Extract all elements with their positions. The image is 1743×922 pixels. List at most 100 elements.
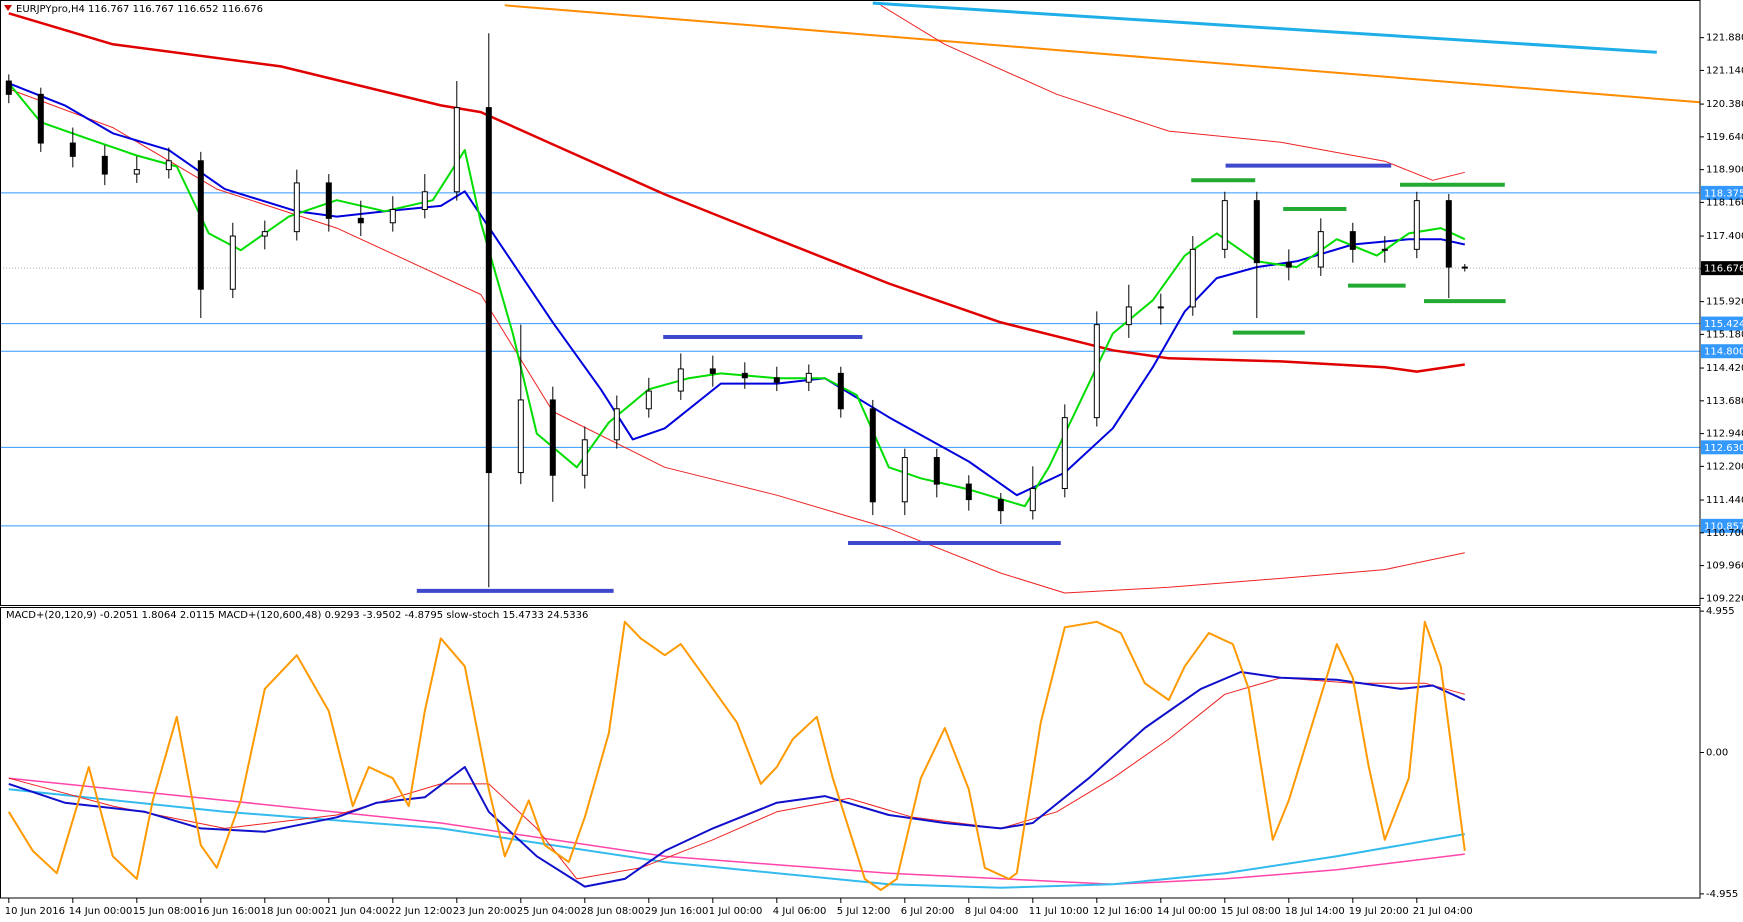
indicator-line bbox=[880, 4, 1465, 181]
y-tick-label: 4.955 bbox=[1706, 606, 1735, 617]
candle-body bbox=[549, 399, 556, 476]
x-tick-label: 11 Jul 10:00 bbox=[1029, 906, 1089, 917]
candle-body bbox=[709, 368, 716, 374]
indicator-plot bbox=[7, 620, 1466, 891]
x-tick-label: 29 Jun 16:00 bbox=[645, 906, 709, 917]
level-label: 118.375 bbox=[1704, 188, 1743, 199]
candle-body bbox=[517, 399, 524, 474]
y-tick-label: 109.220 bbox=[1706, 593, 1743, 604]
indicator-line bbox=[8, 671, 1466, 888]
y-tick-label: 115.180 bbox=[1706, 329, 1743, 340]
x-tick-label: 15 Jun 08:00 bbox=[133, 906, 197, 917]
candle-body bbox=[1093, 324, 1100, 419]
x-tick-label: 10 Jun 2016 bbox=[5, 906, 65, 917]
x-tick-label: 8 Jul 04:00 bbox=[965, 906, 1019, 917]
candle-body bbox=[69, 142, 76, 157]
candle-body bbox=[1285, 262, 1292, 268]
candle-body bbox=[1029, 488, 1036, 512]
candle-body bbox=[197, 160, 204, 290]
candle-body bbox=[773, 377, 780, 383]
x-tick-label: 1 Jul 00:00 bbox=[709, 906, 763, 917]
candle-body bbox=[965, 483, 972, 501]
candle-body bbox=[133, 169, 140, 175]
y-tick-label: 111.440 bbox=[1706, 495, 1743, 506]
candle-body bbox=[1125, 306, 1132, 326]
candle-body bbox=[1381, 248, 1388, 251]
level-label-box bbox=[1701, 185, 1743, 200]
candle-body bbox=[5, 80, 12, 95]
y-tick-label: 112.940 bbox=[1706, 429, 1743, 440]
x-tick-label: 18 Jul 14:00 bbox=[1285, 906, 1345, 917]
x-tick-label: 5 Jul 12:00 bbox=[837, 906, 891, 917]
y-tick-label: 115.920 bbox=[1706, 297, 1743, 308]
y-tick-label: 120.380 bbox=[1706, 99, 1743, 110]
x-tick-label: 16 Jun 16:00 bbox=[197, 906, 261, 917]
candle-body bbox=[261, 231, 268, 237]
candle-body bbox=[1221, 200, 1228, 250]
candle-body bbox=[581, 439, 588, 476]
x-tick-label: 25 Jun 04:00 bbox=[517, 906, 581, 917]
candle-body bbox=[645, 390, 652, 410]
candle-body bbox=[485, 107, 492, 474]
y-tick-label: -4.955 bbox=[1706, 889, 1738, 900]
y-tick-label: 119.640 bbox=[1706, 132, 1743, 143]
candle-body bbox=[933, 457, 940, 485]
x-tick-label: 6 Jul 20:00 bbox=[901, 906, 955, 917]
candle-body bbox=[997, 499, 1004, 512]
x-tick-label: 21 Jun 04:00 bbox=[325, 906, 389, 917]
y-tick-label: 0.00 bbox=[1706, 748, 1728, 759]
level-label: 110.857 bbox=[1704, 521, 1743, 532]
candle-body bbox=[421, 191, 428, 210]
candle-body bbox=[1317, 231, 1324, 268]
main-plot bbox=[0, 1, 1700, 594]
y-tick-label: 118.160 bbox=[1706, 197, 1743, 208]
candle-body bbox=[453, 107, 460, 193]
x-tick-label: 18 Jun 00:00 bbox=[261, 906, 325, 917]
trendline bbox=[872, 1, 1657, 54]
candle-body bbox=[293, 182, 300, 233]
candle-body bbox=[1461, 266, 1468, 269]
current-price-label: 116.676 bbox=[1704, 264, 1743, 275]
candle-body bbox=[741, 372, 748, 379]
level-label: 112.630 bbox=[1704, 443, 1743, 454]
candle-body bbox=[37, 93, 44, 144]
indicator-line bbox=[8, 788, 1465, 889]
candle-body bbox=[1157, 306, 1164, 309]
main-frame bbox=[0, 0, 1701, 606]
y-tick-label: 109.960 bbox=[1706, 561, 1743, 572]
x-tick-label: 14 Jul 00:00 bbox=[1157, 906, 1217, 917]
candle-body bbox=[1189, 248, 1196, 308]
x-tick-label: 4 Jul 06:00 bbox=[773, 906, 827, 917]
x-tick-label: 15 Jul 08:00 bbox=[1221, 906, 1281, 917]
indicator-line bbox=[7, 620, 1466, 891]
candle-body bbox=[1253, 200, 1260, 264]
y-tick-label: 114.420 bbox=[1706, 363, 1743, 374]
indicator-line bbox=[8, 12, 1465, 373]
indicator-line bbox=[8, 88, 1465, 594]
x-tick-label: 12 Jul 16:00 bbox=[1093, 906, 1153, 917]
candle-body bbox=[357, 217, 364, 224]
candle-body bbox=[229, 235, 236, 290]
candle-body bbox=[1413, 200, 1420, 250]
current-price-box bbox=[1701, 261, 1743, 276]
candle-body bbox=[901, 457, 908, 503]
y-tick-label: 117.400 bbox=[1706, 231, 1743, 242]
candle-body bbox=[101, 155, 108, 175]
y-tick-label: 118.900 bbox=[1706, 165, 1743, 176]
candle-body bbox=[837, 372, 844, 410]
candle-body bbox=[1061, 417, 1068, 490]
y-tick-label: 121.140 bbox=[1706, 65, 1743, 76]
candle-body bbox=[613, 408, 620, 441]
level-label-box bbox=[1701, 440, 1743, 455]
indicator-title: MACD+(20,120,9) -0.2051 1.8064 2.0115 MA… bbox=[6, 610, 588, 621]
level-label-box bbox=[1701, 316, 1743, 331]
candle-body bbox=[677, 368, 684, 392]
chart-title: EURJPYpro,H4 116.767 116.767 116.652 116… bbox=[16, 4, 263, 15]
indicator-line bbox=[8, 677, 1465, 880]
level-label: 115.424 bbox=[1704, 319, 1743, 330]
x-tick-label: 21 Jul 04:00 bbox=[1413, 906, 1473, 917]
x-tick-label: 28 Jun 08:00 bbox=[581, 906, 645, 917]
x-tick-label: 19 Jul 20:00 bbox=[1349, 906, 1409, 917]
